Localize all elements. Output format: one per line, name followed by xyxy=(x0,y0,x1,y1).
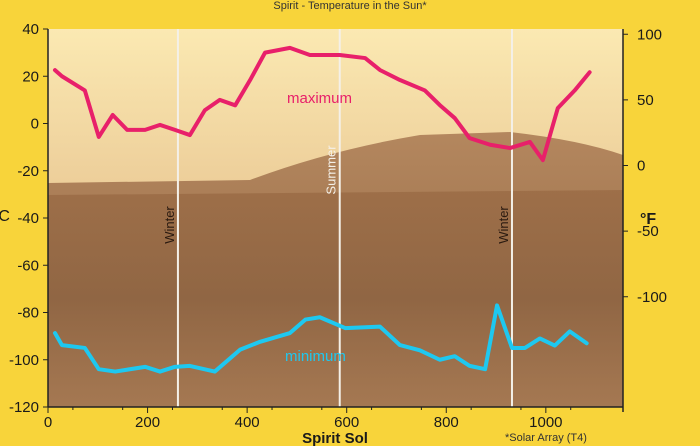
y-axis-label-right: °F xyxy=(640,211,656,228)
x-tick-label: 600 xyxy=(334,414,359,431)
y-tick-label: -100 xyxy=(9,352,39,369)
y-tick-label: -120 xyxy=(9,399,39,416)
x-tick-label: 200 xyxy=(135,414,160,431)
y-right-tick-label: 100 xyxy=(637,26,662,43)
x-tick-label: 0 xyxy=(44,414,52,431)
y-tick-label: 0 xyxy=(31,116,39,133)
season-label: Winter xyxy=(162,206,177,244)
y-tick-label: 20 xyxy=(22,68,39,85)
legend-maximum: maximum xyxy=(287,90,352,107)
footnote: *Solar Array (T4) xyxy=(505,432,587,444)
y-right-tick-label: 50 xyxy=(637,92,654,109)
series-line-minimum xyxy=(52,303,589,374)
series-line-maximum xyxy=(52,45,592,163)
y-right-tick-label: -100 xyxy=(637,289,667,306)
season-label: Winter xyxy=(496,206,511,244)
x-tick-label: 400 xyxy=(235,414,260,431)
y-axis-label-left: °C xyxy=(0,208,10,225)
x-axis-label: Spirit Sol xyxy=(302,430,368,446)
y-right-tick-label: -50 xyxy=(637,223,659,240)
y-tick-label: -20 xyxy=(17,163,39,180)
legend-minimum: minimum xyxy=(285,348,346,365)
chart-title: Spirit - Temperature in the Sun* xyxy=(273,0,427,12)
x-tick-label: 1000 xyxy=(529,414,562,431)
season-label: Summer xyxy=(324,145,339,195)
y-tick-label: -60 xyxy=(17,257,39,274)
x-tick-label: 800 xyxy=(434,414,459,431)
y-tick-label: 40 xyxy=(22,21,39,38)
y-right-tick-label: 0 xyxy=(637,158,645,175)
y-tick-label: -80 xyxy=(17,305,39,322)
mars-photo-background xyxy=(48,29,623,407)
y-tick-label: -40 xyxy=(17,210,39,227)
